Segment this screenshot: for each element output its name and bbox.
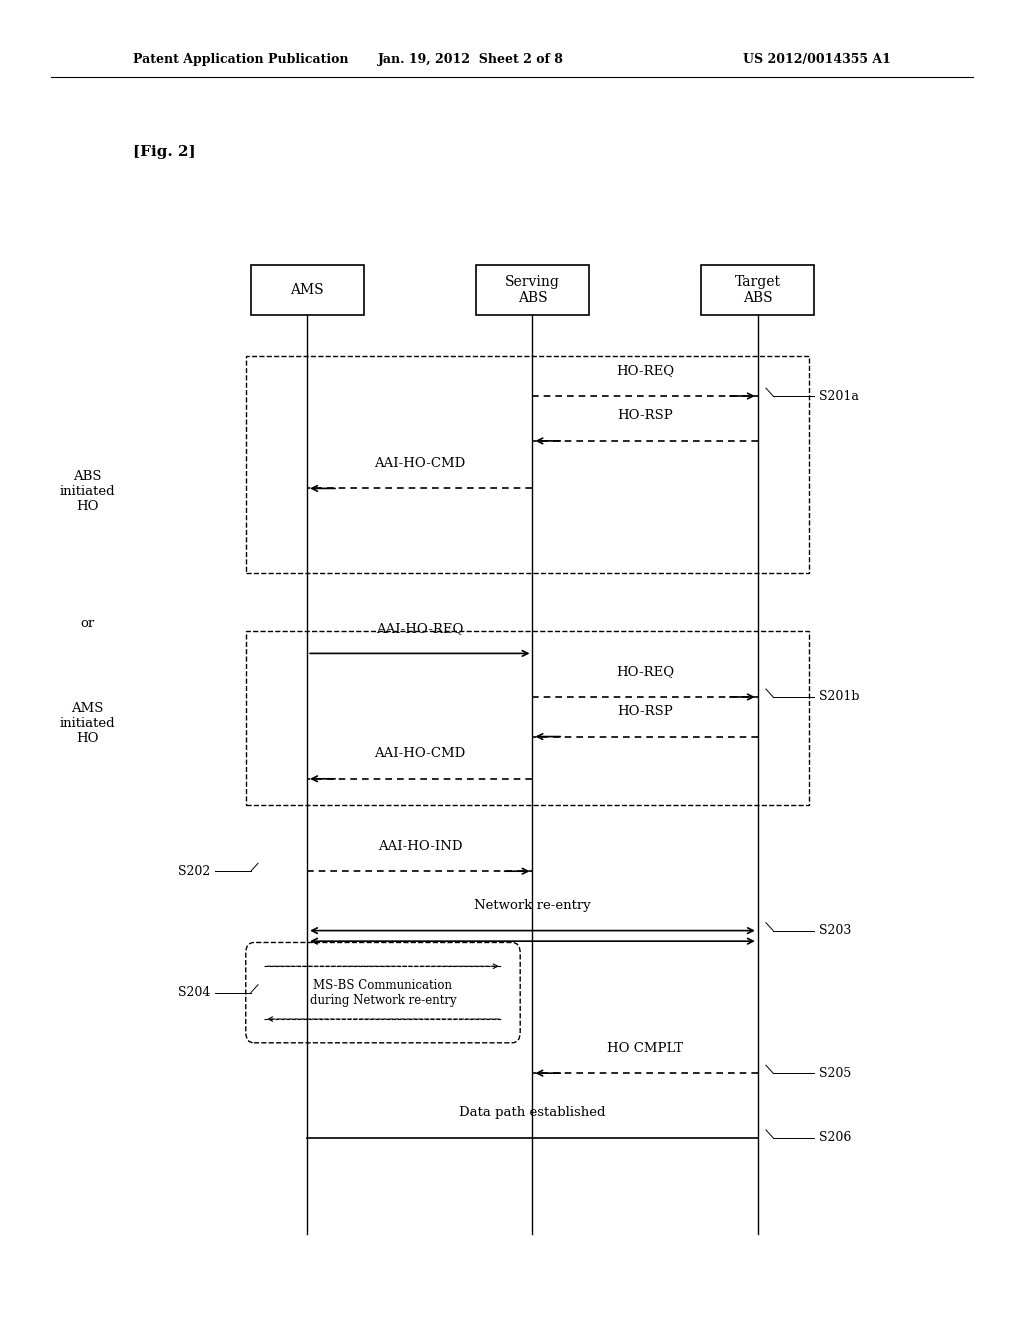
Bar [246,631,809,805]
Text: Target
ABS: Target ABS [735,276,780,305]
Text: Jan. 19, 2012  Sheet 2 of 8: Jan. 19, 2012 Sheet 2 of 8 [378,53,564,66]
Text: MS-BS Communication
during Network re-entry: MS-BS Communication during Network re-en… [309,978,457,1007]
Text: S206: S206 [819,1131,852,1144]
Text: Network re-entry: Network re-entry [474,899,591,912]
Text: [Fig. 2]: [Fig. 2] [133,145,196,158]
Text: ABS
initiated
HO: ABS initiated HO [59,470,115,512]
Text: Patent Application Publication: Patent Application Publication [133,53,348,66]
Text: HO CMPLT: HO CMPLT [607,1041,683,1055]
FancyBboxPatch shape [251,265,364,315]
Text: S201a: S201a [819,389,859,403]
FancyBboxPatch shape [246,942,520,1043]
Text: HO-REQ: HO-REQ [616,364,674,378]
Text: S203: S203 [819,924,852,937]
Text: AAI-HO-CMD: AAI-HO-CMD [374,747,466,760]
Text: AMS: AMS [291,284,324,297]
Text: Data path established: Data path established [459,1106,606,1119]
Text: HO-REQ: HO-REQ [616,665,674,678]
Text: AAI-HO-IND: AAI-HO-IND [378,840,462,853]
Text: HO-RSP: HO-RSP [617,409,673,422]
Text: S202: S202 [178,865,210,878]
Text: Serving
ABS: Serving ABS [505,276,560,305]
Text: S201b: S201b [819,690,860,704]
FancyBboxPatch shape [701,265,814,315]
Text: HO-RSP: HO-RSP [617,705,673,718]
Text: S205: S205 [819,1067,851,1080]
Text: AMS
initiated
HO: AMS initiated HO [59,702,115,744]
FancyBboxPatch shape [476,265,589,315]
Text: AAI-HO-REQ: AAI-HO-REQ [376,622,464,635]
Bar [246,356,809,573]
Text: or: or [80,616,94,630]
Text: AAI-HO-CMD: AAI-HO-CMD [374,457,466,470]
Text: US 2012/0014355 A1: US 2012/0014355 A1 [743,53,891,66]
Text: S204: S204 [177,986,210,999]
